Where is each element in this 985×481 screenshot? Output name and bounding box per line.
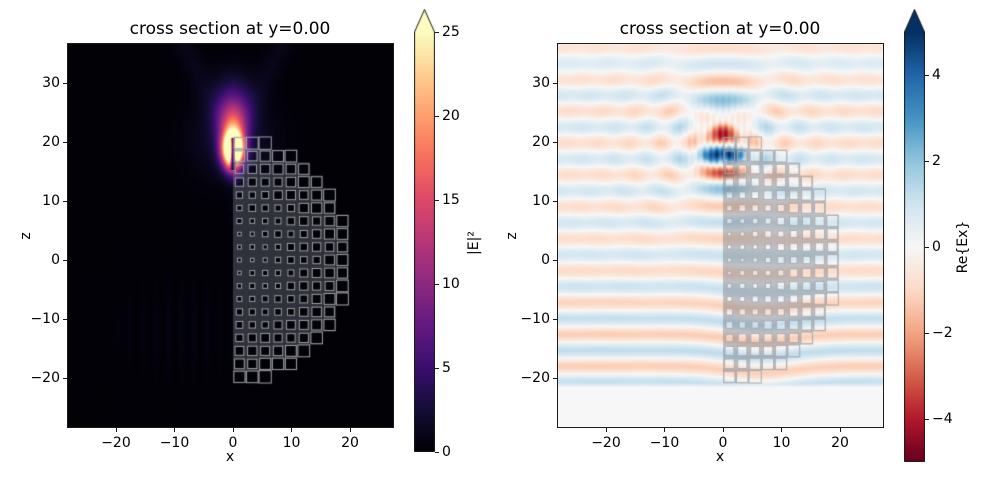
colorbar-tick-label: 4 (932, 67, 941, 83)
y-tick-mark-left (63, 259, 67, 261)
y-tick-mark-right (553, 378, 557, 380)
colorbar-tick-label: −2 (932, 325, 953, 341)
x-tick-mark-left (232, 428, 234, 432)
x-tick-label-left: 0 (228, 435, 238, 451)
colorbar-tick-label: −4 (932, 411, 953, 427)
x-tick-label-right: −10 (649, 435, 680, 451)
x-tick-mark-right (664, 428, 666, 432)
colorbar-tick-mark (925, 161, 929, 162)
y-tick-mark-right (553, 259, 557, 261)
y-tick-label-right: 30 (532, 74, 550, 91)
x-tick-label-right: 20 (831, 435, 849, 451)
x-tick-label-left: 20 (341, 435, 359, 451)
x-tick-mark-right (605, 428, 607, 432)
y-tick-mark-right (553, 200, 557, 202)
y-tick-label-right: −20 (520, 370, 550, 387)
x-tick-mark-left (174, 428, 176, 432)
x-tick-label-right: 0 (718, 435, 728, 451)
y-tick-label-left: 0 (51, 251, 60, 268)
colorbar-re-ex-canvas (904, 9, 925, 462)
y-tick-label-left: 10 (42, 192, 60, 209)
x-tick-mark-right (839, 428, 841, 432)
x-tick-mark-right (781, 428, 783, 432)
y-tick-label-left: −10 (30, 311, 60, 327)
colorbar-tick-mark (925, 419, 929, 420)
x-axis-label-right: x (715, 449, 725, 465)
x-tick-label-left: −20 (101, 435, 131, 451)
x-tick-label-right: −20 (591, 435, 621, 451)
colorbar-tick-label: 0 (932, 239, 941, 255)
colorbar-tick-label: 15 (442, 192, 460, 208)
y-tick-mark-left (63, 319, 67, 320)
y-tick-label-left: −20 (30, 370, 60, 387)
x-tick-label-left: 10 (282, 435, 301, 451)
colorbar-tick-mark (435, 284, 439, 285)
y-axis-label-left: z (18, 232, 34, 240)
x-tick-mark-right (722, 428, 724, 432)
y-tick-mark-left (63, 141, 67, 143)
y-tick-mark-left (63, 200, 67, 202)
colorbar-intensity-canvas (414, 9, 435, 452)
colorbar-tick-mark (435, 200, 439, 201)
colorbar-tick-label: 5 (442, 360, 451, 376)
x-tick-mark-left (115, 428, 117, 432)
colorbar-tick-mark (435, 452, 439, 453)
x-tick-label-left: −10 (159, 435, 190, 451)
colorbar-tick-label: 2 (932, 153, 941, 169)
colorbar-tick-mark (435, 368, 439, 369)
colorbar-label-intensity: |E|² (466, 231, 482, 255)
y-tick-mark-right (553, 141, 557, 143)
colorbar-tick-label: 0 (442, 444, 451, 460)
colorbar-tick-label: 25 (442, 24, 460, 40)
y-tick-label-right: 0 (541, 251, 550, 268)
colorbar-tick-mark (435, 32, 439, 33)
y-tick-label-left: 20 (42, 133, 60, 150)
x-tick-label-right: 10 (772, 435, 791, 451)
colorbar-tick-label: 20 (442, 108, 460, 124)
x-tick-mark-left (291, 428, 293, 432)
colorbar-tick-mark (435, 116, 439, 117)
y-tick-label-left: 30 (42, 74, 60, 91)
y-tick-label-right: 20 (532, 133, 550, 150)
colorbar-label-re-ex: Re{Ex} (955, 220, 971, 274)
plot-title-re-ex: cross section at y=0.00 (619, 19, 821, 39)
y-tick-label-right: −10 (520, 311, 550, 327)
heatmap-re-ex-canvas (558, 44, 883, 427)
x-axis-label-left: x (225, 449, 235, 465)
y-tick-mark-right (553, 319, 557, 320)
y-tick-mark-left (63, 82, 67, 84)
y-axis-label-right: z (504, 232, 520, 240)
colorbar-tick-mark (925, 75, 929, 76)
plot-title-intensity: cross section at y=0.00 (129, 19, 331, 39)
colorbar-tick-label: 10 (442, 276, 460, 292)
heatmap-intensity-canvas (68, 44, 393, 427)
y-tick-mark-right (553, 82, 557, 84)
x-tick-mark-left (349, 428, 351, 432)
y-tick-label-right: 10 (532, 192, 550, 209)
colorbar-tick-mark (925, 333, 929, 334)
y-tick-mark-left (63, 378, 67, 380)
colorbar-tick-mark (925, 247, 929, 248)
